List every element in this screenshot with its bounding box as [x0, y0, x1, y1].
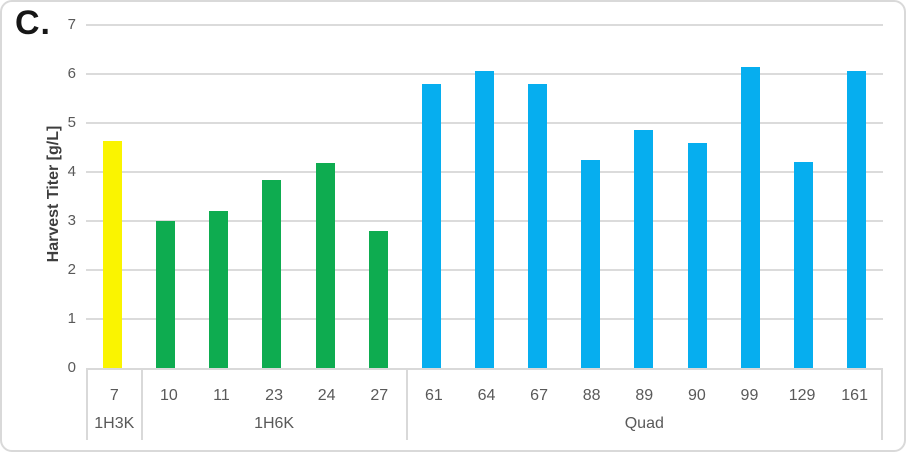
- x-category-label-27: 27: [370, 387, 389, 404]
- x-category-label-7: 7: [109, 387, 119, 404]
- bar-64: [475, 70, 495, 368]
- y-tick-label-5: 5: [67, 114, 76, 131]
- bar-90: [687, 142, 707, 368]
- bar-column-67: [511, 25, 564, 368]
- bar-column-24: [299, 25, 352, 368]
- x-axis-group-Quad: 61 64 67 88 89 90 99 129 161 Quad: [405, 370, 881, 440]
- x-group-label-Quad: Quad: [624, 415, 664, 432]
- bar-column-10: [139, 25, 192, 368]
- bar-23: [262, 180, 282, 368]
- y-tick-label-2: 2: [67, 261, 76, 278]
- bar-column-90: [671, 25, 724, 368]
- bar-67: [528, 84, 548, 368]
- x-category-label-88: 88: [582, 387, 601, 404]
- bar-161: [847, 71, 867, 368]
- bar-129: [793, 162, 813, 368]
- bar-column-99: [724, 25, 777, 368]
- x-category-label-99: 99: [740, 387, 759, 404]
- bar-column-61: [405, 25, 458, 368]
- bar-7: [103, 141, 123, 368]
- y-tick-label-0: 0: [67, 359, 76, 376]
- y-tick-label-1: 1: [67, 310, 76, 327]
- y-tick-label-3: 3: [67, 212, 76, 229]
- x-category-label-64: 64: [477, 387, 496, 404]
- gridline-7: [86, 24, 883, 26]
- x-category-label-67: 67: [530, 387, 548, 404]
- y-tick-label-6: 6: [67, 65, 76, 82]
- x-group-label-1H3K: 1H3K: [94, 415, 135, 432]
- x-category-label-11: 11: [213, 387, 230, 404]
- bar-column-64: [458, 25, 511, 368]
- bar-89: [634, 130, 654, 368]
- bar-column-161: [830, 25, 883, 368]
- x-category-label-90: 90: [687, 387, 706, 404]
- bar-10: [156, 221, 176, 368]
- x-axis-group-1H3K: 7 1H3K: [86, 370, 141, 440]
- x-category-label-129: 129: [788, 387, 816, 404]
- x-axis: 7 1H3K 10 11 23 24 27 1H6K 61 64 67 88 89 90 99 129 161 Q…: [86, 368, 883, 440]
- bar-27: [368, 230, 388, 368]
- bar-column-23: [245, 25, 298, 368]
- bar-88: [581, 160, 601, 368]
- x-category-label-61: 61: [424, 387, 443, 404]
- y-tick-label-4: 4: [67, 163, 76, 180]
- bar-61: [421, 84, 441, 368]
- x-category-label-10: 10: [159, 387, 178, 404]
- bar-24: [315, 163, 335, 368]
- panel-label: C.: [15, 4, 51, 42]
- x-axis-category-row: 10 11 23 24 27: [143, 370, 406, 406]
- bar-column-89: [617, 25, 670, 368]
- bar-column-7: [86, 25, 139, 368]
- x-axis-group-1H6K: 10 11 23 24 27 1H6K: [140, 370, 406, 440]
- bar-column-11: [192, 25, 245, 368]
- x-category-label-161: 161: [841, 387, 868, 404]
- plot-area: [86, 24, 883, 368]
- x-axis-category-row: 61 64 67 88 89 90 99 129 161: [408, 370, 881, 406]
- y-axis-title: Harvest Titer [g/L]: [45, 125, 62, 263]
- x-group-label-1H6K: 1H6K: [254, 415, 295, 432]
- bar-99: [740, 66, 760, 368]
- y-tick-label-7: 7: [67, 16, 76, 33]
- x-category-label-89: 89: [635, 387, 654, 404]
- bar-series: [86, 25, 883, 368]
- x-category-label-24: 24: [317, 387, 336, 404]
- bar-column-88: [564, 25, 617, 368]
- x-category-label-23: 23: [265, 387, 283, 404]
- bar-column-27: [352, 25, 405, 368]
- bar-column-129: [777, 25, 830, 368]
- bar-11: [209, 211, 229, 368]
- x-axis-category-row: 7: [88, 370, 141, 406]
